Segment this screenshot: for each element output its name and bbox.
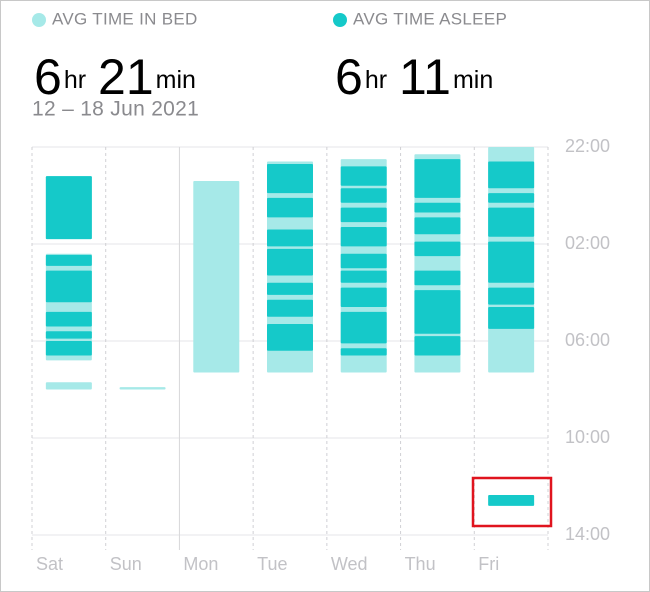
in-bed-bar	[119, 387, 166, 390]
asleep-bar	[414, 217, 461, 235]
asleep-bar	[45, 311, 92, 327]
asleep-bar	[488, 287, 535, 305]
summary-minutes: 11	[399, 49, 451, 105]
asleep-bar	[267, 248, 313, 276]
asleep-bar	[340, 227, 387, 247]
asleep-bar	[340, 348, 387, 356]
asleep-bar	[488, 193, 535, 203]
x-tick-label: Sat	[36, 554, 63, 574]
asleep-bar	[45, 270, 92, 303]
asleep-bar	[45, 176, 92, 240]
summary-hours-unit: hr	[365, 66, 387, 94]
asleep-bar	[340, 253, 387, 269]
asleep-bar	[45, 341, 92, 356]
asleep-bar	[267, 324, 313, 351]
in-bed-bar	[45, 382, 92, 390]
summary: 6hr 21min	[34, 49, 196, 105]
asleep-bar	[414, 290, 461, 334]
y-tick-label: 22:00	[565, 136, 610, 156]
asleep-bar	[340, 188, 387, 203]
asleep-bar	[488, 307, 535, 329]
y-tick-label: 02:00	[565, 233, 610, 253]
asleep-bar	[488, 207, 535, 237]
asleep-bar	[45, 331, 92, 339]
asleep-bar	[267, 299, 313, 317]
summary: 6hr 11min	[335, 49, 493, 105]
asleep-bar	[267, 163, 313, 194]
legend-dot	[333, 13, 347, 27]
asleep-bar	[414, 241, 461, 257]
summary-minutes-unit: min	[453, 66, 493, 94]
summary-hours-unit: hr	[64, 66, 86, 94]
x-tick-label: Mon	[183, 554, 218, 574]
asleep-bar	[340, 166, 387, 186]
x-tick-label: Tue	[257, 554, 287, 574]
legend-label: AVG TIME ASLEEP	[353, 9, 507, 28]
asleep-bar	[414, 202, 461, 213]
asleep-bar	[340, 311, 387, 344]
summary-minutes: 21	[98, 49, 154, 105]
asleep-bar	[340, 287, 387, 308]
legend-label: AVG TIME IN BED	[52, 9, 198, 28]
asleep-bar	[45, 254, 92, 266]
asleep-bar	[488, 241, 535, 283]
y-tick-label: 14:00	[565, 524, 610, 544]
in-bed-bar	[193, 180, 240, 373]
x-tick-label: Sun	[110, 554, 142, 574]
asleep-bar	[488, 494, 535, 506]
asleep-bar	[414, 159, 461, 198]
summary-hours: 6	[335, 49, 363, 105]
asleep-bar	[267, 229, 313, 247]
asleep-bar	[414, 270, 461, 286]
y-tick-label: 10:00	[565, 427, 610, 447]
y-tick-label: 06:00	[565, 330, 610, 350]
x-tick-label: Thu	[405, 554, 436, 574]
x-tick-label: Wed	[331, 554, 368, 574]
asleep-bar	[340, 270, 387, 283]
asleep-bar	[414, 336, 461, 356]
asleep-bar	[340, 207, 387, 223]
summary-hours: 6	[34, 49, 62, 105]
highlight-box	[471, 476, 553, 528]
asleep-bar	[267, 282, 313, 295]
x-tick-label: Fri	[478, 554, 499, 574]
date-range: 12 – 18 Jun 2021	[32, 98, 199, 121]
asleep-bar	[267, 197, 313, 218]
summary-minutes-unit: min	[156, 66, 196, 94]
asleep-bar	[488, 161, 535, 189]
legend-dot	[32, 13, 46, 27]
